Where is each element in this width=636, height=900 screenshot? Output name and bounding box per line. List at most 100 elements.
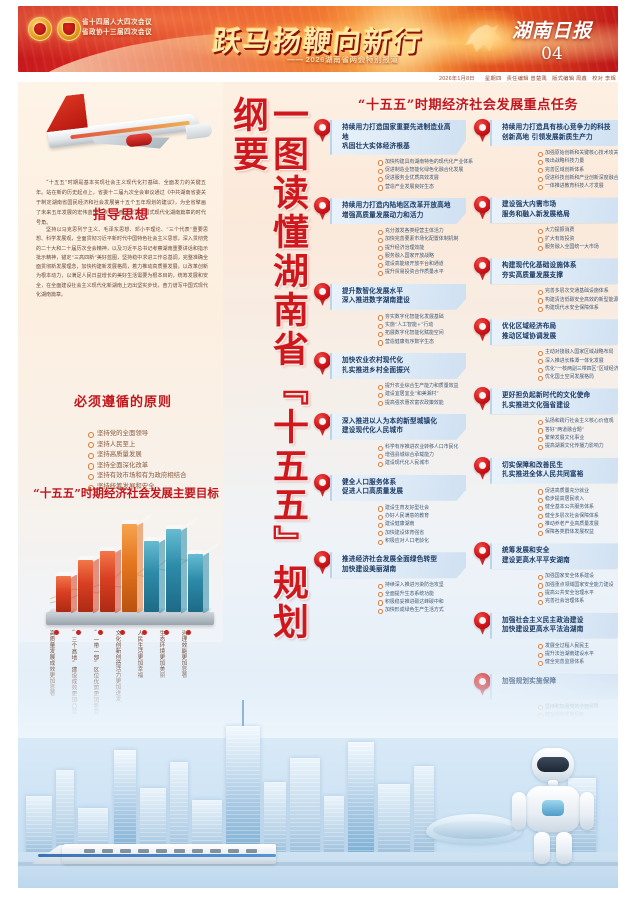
- task-card[interactable]: 深入推进以人为本的新型城镇化 建设现代化人民城市 科学有序推进农业转移人口市民化 增强…: [314, 412, 466, 468]
- tower-spire: [242, 700, 244, 726]
- category-dot: [164, 630, 170, 635]
- task-bullet: 推动养老产业高质量发展: [538, 520, 618, 529]
- task-heading-line2: 夯实高质量发展支撑: [502, 270, 564, 279]
- page-title: 一图读懂湖南省『十五五』规划纲要: [227, 96, 309, 642]
- task-card-banner: 健全人口服务体系 促进人口高质量发展: [330, 474, 466, 501]
- task-bullet: 夯实数字化智能化发展基础: [378, 313, 466, 321]
- bar-side: [137, 522, 143, 614]
- map-pin-icon: [474, 196, 491, 220]
- task-card[interactable]: 优化区域经济布局 推动区域协调发展 主动对接融入国家区域战略布局 深入推进长株潭一体化…: [474, 318, 618, 382]
- robot-mascot: [510, 748, 596, 866]
- task-bullet-list: 加强原始创新和关键核心技术攻关 吸出战略科技力量 完善区域创新体系 促进科技创新和产业…: [498, 149, 618, 191]
- task-card[interactable]: 切实保障和改善民生 扎实推进全体人民共同富裕 促进高质量充分就业 稳步提高居民收入 健全…: [474, 456, 618, 537]
- task-bullet-list: 弘扬和践行社会主义核心价值观 答好“两道融合题” 繁荣发展文化事业 提高湖湘文化传播力…: [498, 417, 618, 451]
- task-card[interactable]: 加快农业农村现代化 扎实推进乡村全面振兴 提升农业综合生产能力和质量效益 建设宜居宜业…: [314, 351, 466, 407]
- dateline: 2026年1月8日 星期四 责任编辑 曾楚禹 版式编辑 周鑫 校对 李辉: [434, 74, 616, 82]
- task-heading-line1: 持续用力打造内陆地区改革开放高地: [342, 200, 451, 209]
- rail-track: [18, 862, 618, 866]
- task-bullet: 积极应对人口老龄化: [378, 537, 466, 546]
- task-heading-line1: 深入推进以人为本的新型城镇化: [342, 416, 438, 425]
- task-bullet: 加快建设体育强省: [378, 529, 466, 537]
- task-bullet: 加快构建具有湖南特色的现代化产业体系: [378, 158, 473, 166]
- task-bullet-list: 提升农业综合生产能力和质量效益 建设宜居宜业“和美湘村” 提高强农惠农富农政策效能: [338, 382, 466, 407]
- task-card[interactable]: 建设强大内需市场 服务和融入新发展格局 大力提振消费 扩大有效投资 服务融入全国统一大市…: [474, 196, 618, 252]
- task-card-banner: 持续用力打造具有核心竞争力的科技 创新高地 引领发展新质生产力: [490, 120, 618, 146]
- task-card[interactable]: 持续用力打造具有核心竞争力的科技 创新高地 引领发展新质生产力加强原始创新和关键核…: [474, 119, 618, 191]
- chart-bar: [78, 560, 93, 612]
- main-goals-bar-chart: [46, 507, 216, 625]
- task-bullet: 服务融入国家开放战略: [378, 252, 466, 261]
- high-speed-train: [32, 836, 276, 866]
- building: [264, 782, 286, 854]
- skyline-haze: [18, 668, 618, 738]
- masthead-banner: 省十四届人大四次会议 省政协十三届四次会议 跃马扬鞭向新行 —— 2026湖南省两…: [18, 6, 618, 72]
- task-card-banner: 建设强大内需市场 服务和融入新发展格局: [490, 197, 618, 224]
- task-card[interactable]: 推进经济社会发展全面绿色转型 加快建设美丽湖南 持续深入推进污染防治攻坚 全面提升生态…: [314, 551, 466, 615]
- task-card[interactable]: 持续用力打造内陆地区改革开放高地 增强高质量发展动力和活力 充分激发各类经营主体活力…: [314, 196, 466, 277]
- dateline-item: 责任编辑 曾楚禹: [506, 76, 548, 82]
- task-bullet: 健全基本公共服务体系: [538, 503, 618, 512]
- task-heading-line2: 扎实推进文化强省建设: [502, 401, 570, 410]
- task-card[interactable]: 持续用力打造国家重要先进制造业高地 巩固壮大实体经济根基 加快构建具有湖南特色的现代…: [314, 119, 473, 191]
- galloping-horse-icon: [440, 10, 526, 68]
- map-pin-icon: [314, 551, 331, 575]
- masthead-subtitle: —— 2026湖南省两会特别报道: [228, 54, 458, 65]
- category-dot: [120, 630, 126, 635]
- map-pin-icon: [314, 412, 331, 436]
- task-card[interactable]: 更好担负起新时代的文化使命 扎实推进文化强省建设 弘扬和践行社会主义核心价值观 答好“…: [474, 387, 618, 451]
- principle-item: 坚持党的全面领导: [88, 428, 256, 439]
- task-card[interactable]: 健全人口服务体系 促进人口高质量发展建设生育友好型社会 办好人民满意的教育 建设健康湖…: [314, 473, 466, 546]
- landmark-tower: [226, 726, 260, 854]
- task-bullet-list: 建设生育友好型社会 办好人民满意的教育 建设健康湖南 加快建设体育强省 积极应对人口老龄…: [338, 504, 466, 546]
- task-bullet: 科学有序推进农业转移人口市民化: [378, 443, 466, 452]
- category-dot: [76, 630, 82, 635]
- task-heading-line2: 巩固壮大实体经济根基: [342, 142, 410, 151]
- dateline-item: 版式编辑 周鑫: [552, 76, 588, 82]
- chart-bar: [166, 529, 181, 612]
- task-heading-line2: 加快建设美丽湖南: [342, 564, 397, 573]
- task-bullet: 服务融入全国统一大市场: [538, 243, 618, 252]
- task-bullet: 构建现代水安全保障体系: [538, 304, 618, 313]
- bar-side: [71, 574, 77, 614]
- task-card-banner: 优化区域经济布局 推动区域协调发展: [490, 319, 618, 346]
- task-bullet: 繁荣发展文化事业: [538, 434, 618, 443]
- bar-side: [115, 549, 121, 614]
- building: [140, 788, 166, 854]
- task-bullet: 促进高质量充分就业: [538, 487, 618, 495]
- principle-item: 坚持统筹发展和安全: [88, 481, 256, 492]
- task-bullet: 吸出战略科技力量: [538, 157, 618, 166]
- map-pin-icon: [474, 456, 491, 480]
- task-heading-line2: 促进人口高质量发展: [342, 487, 404, 496]
- task-bullet-list: 加快构建具有湖南特色的现代化产业体系 促进制造业智能化绿色化融合化发展 促进服务业优…: [338, 158, 473, 191]
- building: [348, 742, 374, 854]
- task-card-banner: 深入推进以人为本的新型城镇化 建设现代化人民城市: [330, 413, 466, 440]
- map-pin-icon: [474, 318, 491, 342]
- task-heading-line2: 加快建设更高水平法治湖南: [502, 625, 584, 634]
- task-heading-line1: 构建现代化基础设施体系: [502, 261, 577, 270]
- task-heading-line2: 增强高质量发展动力和活力: [342, 210, 424, 219]
- task-card[interactable]: 提升数智化发展水平 深入推进数字湖南建设 夯实数字化智能化发展基础 实施“人工智能+”…: [314, 282, 466, 346]
- principle-item: 坚持全面深化改革: [88, 460, 256, 471]
- task-bullet: 提高湖湘文化传播力影响力: [538, 442, 618, 451]
- task-bullet: 建设高能级开放平台和通道: [378, 260, 466, 269]
- task-bullet: 促进服务业优质高效发展: [378, 174, 466, 183]
- task-bullet-list: 大力提振消费 扩大有效投资 服务融入全国统一大市场: [498, 226, 618, 252]
- task-heading-line1: 统筹发展和安全: [502, 546, 550, 555]
- task-bullet: 加强国家安全体系建设: [538, 572, 618, 581]
- chart-bar: [122, 524, 137, 612]
- chart-bar: [144, 541, 159, 612]
- building: [170, 762, 188, 854]
- emblem-group: [28, 17, 81, 41]
- task-heading-line2: 推动区域协调发展: [502, 331, 557, 340]
- principle-item: 坚持高质量发展: [88, 449, 256, 460]
- task-bullet-list: 主动对接融入国家区域战略布局 深入推进长株潭一体化发展 优化“一核两副三带四区”区域…: [498, 348, 618, 382]
- task-card[interactable]: 构建现代化基础设施体系 夯实高质量发展支撑 完善多层次交通基础设施体系 构建清洁低碳安…: [474, 257, 618, 313]
- task-bullet: 保障各类群体发展权益: [538, 528, 618, 537]
- task-card[interactable]: 统筹发展和安全 建设更高水平平安湖南 加强国家安全体系建设 加强重点领域国家安全能力建…: [474, 542, 618, 606]
- task-bullet-list: 促进高质量充分就业 稳步提高居民收入 健全基本公共服务体系 健全多层次社会保障体系 推动…: [498, 487, 618, 537]
- map-pin-icon: [314, 196, 331, 220]
- task-bullet: 建设宜居宜业“和美湘村”: [378, 390, 466, 399]
- task-heading-line1: 健全人口服务体系: [342, 477, 397, 486]
- task-bullet: 稳步提高居民收入: [538, 495, 618, 504]
- task-heading-line2: 创新高地 引领发展新质生产力: [502, 132, 593, 141]
